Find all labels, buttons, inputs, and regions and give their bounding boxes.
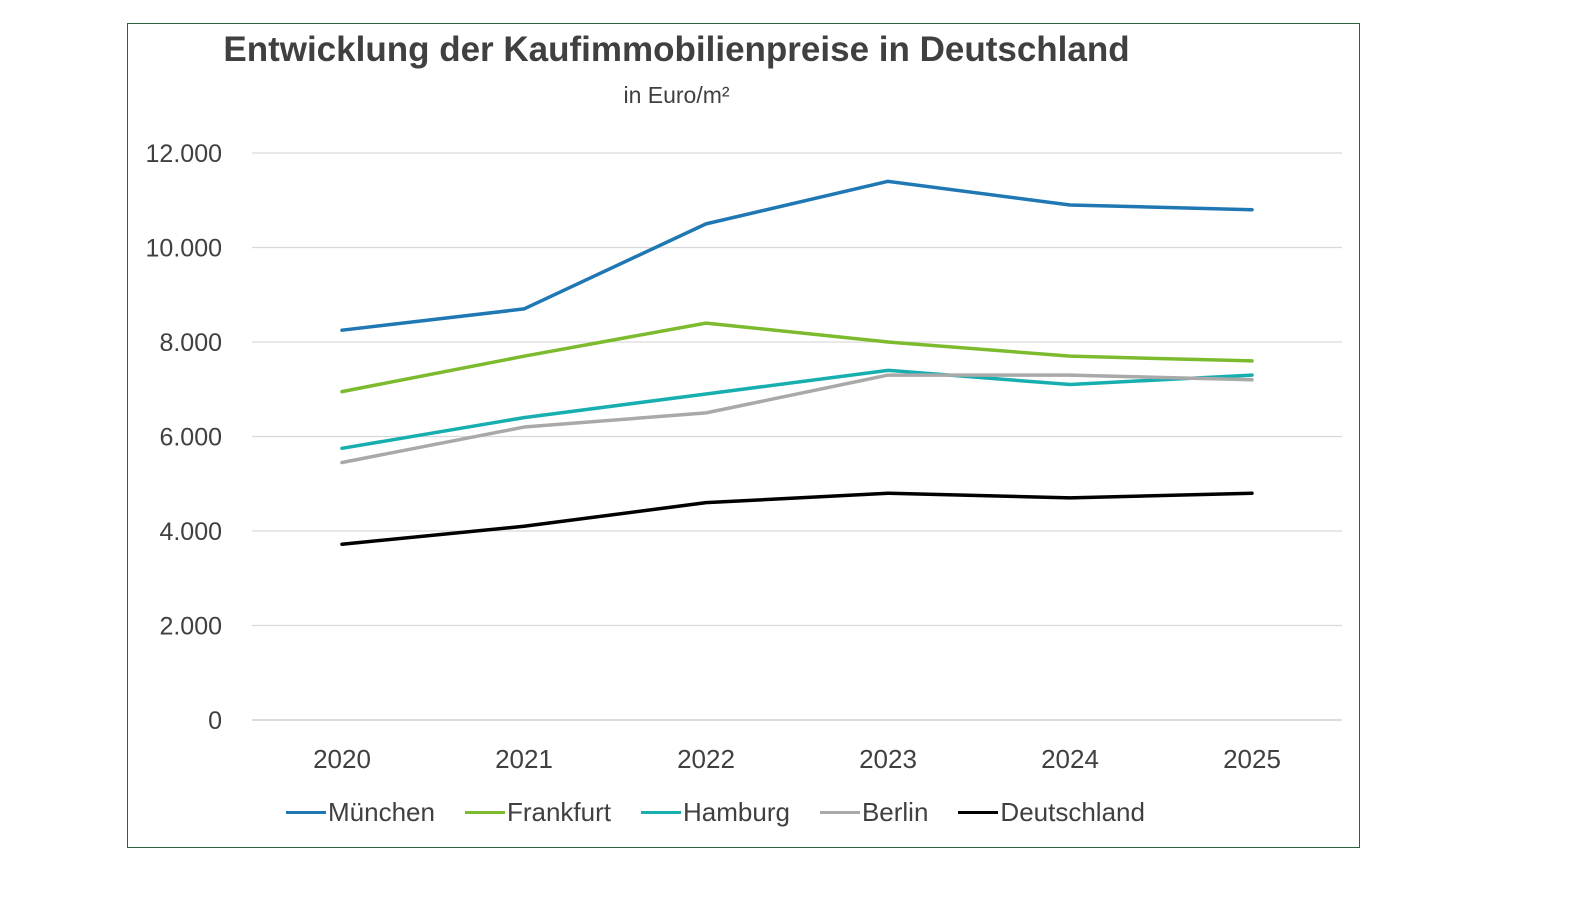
x-tick-label: 2025 bbox=[1223, 744, 1281, 774]
chart-legend: München Frankfurt Hamburg Berlin Deutschland bbox=[286, 797, 1175, 828]
series-line-frankfurt bbox=[340, 321, 1254, 394]
legend-item: Hamburg bbox=[641, 797, 790, 828]
legend-swatch bbox=[641, 810, 681, 815]
series-line-münchen bbox=[340, 179, 1254, 332]
chart-frame bbox=[127, 23, 1360, 848]
legend-swatch bbox=[958, 810, 999, 815]
y-tick-label: 0 bbox=[208, 707, 222, 735]
chart-subtitle: in Euro/m² bbox=[623, 82, 730, 108]
y-tick-label: 2.000 bbox=[159, 613, 222, 641]
x-tick-label: 2020 bbox=[313, 744, 371, 774]
legend-item: Berlin bbox=[819, 797, 929, 828]
legend-swatch bbox=[464, 810, 505, 815]
x-tick-label: 2021 bbox=[495, 744, 553, 774]
legend-label: München bbox=[328, 797, 435, 827]
chart-title: Entwicklung der Kaufimmobilienpreise in … bbox=[223, 30, 1130, 69]
legend-item: München bbox=[286, 797, 435, 828]
legend-item: Deutschland bbox=[958, 797, 1145, 828]
x-tick-label: 2023 bbox=[859, 744, 917, 774]
series-line-hamburg bbox=[340, 368, 1254, 451]
legend-swatch bbox=[819, 810, 860, 815]
legend-label: Hamburg bbox=[683, 797, 790, 827]
y-tick-label: 12.000 bbox=[146, 140, 222, 168]
series-line-deutschland bbox=[340, 491, 1254, 546]
legend-label: Frankfurt bbox=[506, 797, 611, 827]
series-line-berlin bbox=[340, 373, 1254, 465]
y-tick-label: 4.000 bbox=[159, 518, 222, 546]
legend-swatch bbox=[286, 810, 326, 815]
legend-label: Deutschland bbox=[1000, 797, 1145, 827]
legend-label: Berlin bbox=[861, 797, 929, 827]
x-tick-label: 2024 bbox=[1041, 744, 1099, 774]
y-tick-label: 10.000 bbox=[146, 235, 222, 263]
y-tick-label: 8.000 bbox=[159, 329, 222, 357]
legend-item: Frankfurt bbox=[464, 797, 611, 828]
y-tick-label: 6.000 bbox=[159, 424, 222, 452]
x-tick-label: 2022 bbox=[677, 744, 735, 774]
